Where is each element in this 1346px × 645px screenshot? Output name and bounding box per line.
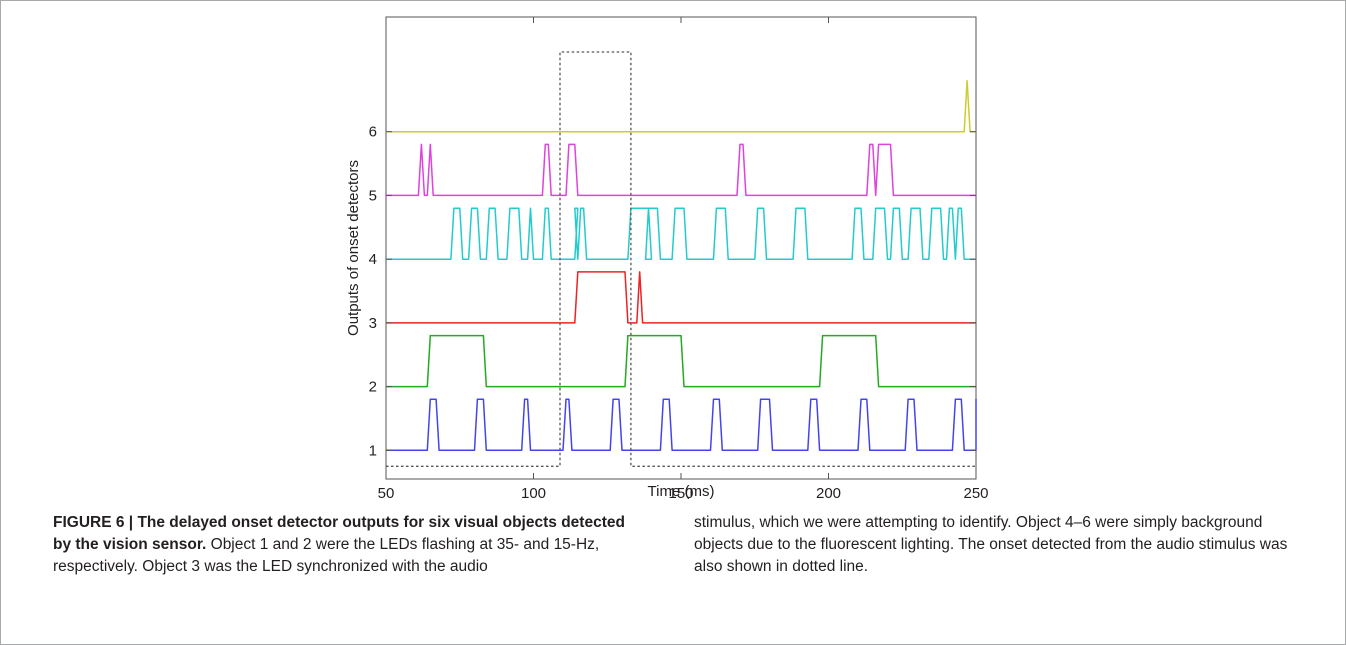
- x-tick-label: 50: [378, 485, 395, 500]
- caption-right-column: stimulus, which we were attempting to id…: [694, 512, 1294, 578]
- x-tick-label: 150: [668, 485, 693, 500]
- x-axis-label: Time (ms): [648, 483, 715, 500]
- series-object-1: [386, 398, 977, 452]
- onset-detector-chart: 50 100 150 200 250 1 2 3 4 5 6 Time (ms) Outputs o…: [345, 16, 989, 500]
- series-object-5: [386, 143, 976, 197]
- y-tick-label: 5: [369, 187, 377, 204]
- series-object-2: [386, 334, 976, 388]
- y-tick-label: 4: [369, 251, 377, 268]
- y-tick-label: 1: [369, 442, 377, 459]
- tick-layer: 50 100 150 200 250 1 2 3 4 5 6: [369, 17, 989, 500]
- x-tick-label: 100: [521, 485, 546, 500]
- x-tick-label: 250: [963, 485, 988, 500]
- figure-title: The delayed onset detector outputs for s…: [53, 514, 625, 553]
- caption-text-left: Object 1 and 2 were the LEDs flashing at…: [53, 536, 600, 575]
- y-tick-label: 2: [369, 379, 377, 396]
- series-object-4: [386, 207, 976, 260]
- series-layer: [386, 51, 977, 467]
- x-tick-label: 200: [816, 485, 841, 500]
- figure-label: FIGURE 6 |: [53, 514, 138, 531]
- y-axis-label: Outputs of onset detectors: [345, 160, 362, 336]
- audio-onset-line: [386, 51, 976, 467]
- caption-text-right: stimulus, which we were attempting to id…: [694, 514, 1288, 575]
- series-object-3: [386, 271, 976, 324]
- y-tick-label: 3: [369, 315, 377, 332]
- y-tick-label: 6: [369, 124, 377, 141]
- caption-left-column: FIGURE 6 | The delayed onset detector ou…: [53, 512, 641, 578]
